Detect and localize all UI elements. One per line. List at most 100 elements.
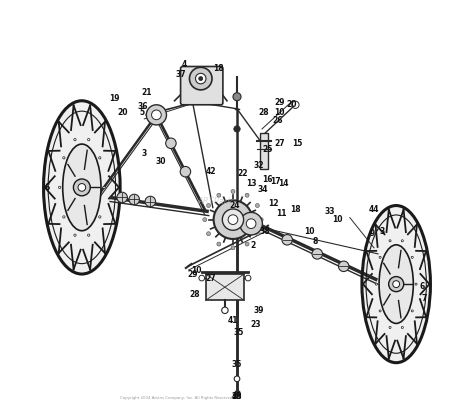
Text: 20: 20 <box>286 100 297 109</box>
Circle shape <box>99 216 101 218</box>
Circle shape <box>88 234 90 236</box>
Text: 21: 21 <box>141 88 152 97</box>
Circle shape <box>117 192 128 203</box>
Circle shape <box>292 101 299 108</box>
Text: 19: 19 <box>109 94 119 103</box>
Circle shape <box>195 73 206 84</box>
Circle shape <box>259 218 263 222</box>
Ellipse shape <box>379 245 413 323</box>
Text: 30: 30 <box>155 157 166 166</box>
Text: 10: 10 <box>191 266 202 274</box>
Text: 44: 44 <box>369 205 379 214</box>
Text: 10: 10 <box>332 215 343 224</box>
Text: 36: 36 <box>137 102 147 111</box>
Circle shape <box>231 189 235 193</box>
Text: 41: 41 <box>228 316 238 325</box>
Circle shape <box>255 204 259 208</box>
Circle shape <box>401 326 403 328</box>
Circle shape <box>233 93 241 101</box>
Text: 10: 10 <box>304 227 315 236</box>
Text: 16: 16 <box>262 175 273 184</box>
Circle shape <box>389 276 404 292</box>
Circle shape <box>63 216 65 218</box>
Text: ARTParts: ARTParts <box>198 197 236 206</box>
Circle shape <box>231 246 235 250</box>
Circle shape <box>411 310 413 312</box>
Text: 37: 37 <box>175 70 186 79</box>
Circle shape <box>255 232 259 236</box>
Text: 42: 42 <box>206 167 216 176</box>
Circle shape <box>379 310 381 312</box>
Circle shape <box>88 139 90 141</box>
Circle shape <box>99 157 101 159</box>
Circle shape <box>338 261 349 272</box>
Text: 13: 13 <box>246 179 256 188</box>
Text: 2: 2 <box>250 241 256 250</box>
Text: 4: 4 <box>182 60 187 69</box>
Circle shape <box>379 256 381 258</box>
Text: 5: 5 <box>140 108 145 117</box>
Circle shape <box>166 138 176 149</box>
Circle shape <box>73 179 90 196</box>
Polygon shape <box>260 133 268 169</box>
Polygon shape <box>44 101 120 274</box>
Circle shape <box>389 240 391 242</box>
Circle shape <box>411 256 413 258</box>
Text: 28: 28 <box>232 393 242 401</box>
Circle shape <box>217 193 221 197</box>
Text: 34: 34 <box>258 185 268 194</box>
Circle shape <box>207 232 210 236</box>
Text: 17: 17 <box>270 177 281 186</box>
Text: 35: 35 <box>234 328 244 337</box>
Polygon shape <box>206 274 244 300</box>
Circle shape <box>217 242 221 246</box>
Text: 32: 32 <box>254 161 264 170</box>
Circle shape <box>146 105 166 125</box>
Text: 11: 11 <box>276 209 287 218</box>
Text: 29: 29 <box>274 98 284 107</box>
Text: 28: 28 <box>190 290 200 299</box>
Circle shape <box>228 215 238 224</box>
Text: 33: 33 <box>324 207 335 216</box>
Text: 9: 9 <box>369 229 374 238</box>
Ellipse shape <box>63 144 101 231</box>
Text: 27: 27 <box>206 274 216 283</box>
Circle shape <box>203 218 207 222</box>
Text: 6: 6 <box>420 282 425 291</box>
Circle shape <box>180 166 191 177</box>
Circle shape <box>58 186 61 189</box>
Text: Copyright 2004 Ariens Company, Inc. All Rights Reserved.: Copyright 2004 Ariens Company, Inc. All … <box>120 396 233 400</box>
Text: 43: 43 <box>232 393 242 401</box>
Text: 3: 3 <box>380 227 385 236</box>
Circle shape <box>222 307 228 314</box>
Circle shape <box>207 204 210 208</box>
Circle shape <box>393 280 400 288</box>
Text: 6: 6 <box>45 183 50 192</box>
Text: 24: 24 <box>230 201 240 210</box>
Circle shape <box>234 126 240 132</box>
Circle shape <box>78 184 86 191</box>
Polygon shape <box>362 206 430 363</box>
Circle shape <box>245 193 249 197</box>
Circle shape <box>234 376 240 382</box>
Circle shape <box>401 240 403 242</box>
Text: 26: 26 <box>272 116 283 125</box>
Text: 18: 18 <box>214 64 224 73</box>
FancyBboxPatch shape <box>181 66 223 105</box>
Circle shape <box>103 186 105 189</box>
Text: 39: 39 <box>254 306 264 315</box>
Circle shape <box>129 194 139 205</box>
Circle shape <box>389 326 391 328</box>
Circle shape <box>415 283 417 285</box>
Text: 23: 23 <box>250 320 260 329</box>
Text: 15: 15 <box>292 139 302 147</box>
Circle shape <box>222 209 244 230</box>
Circle shape <box>152 110 161 120</box>
Circle shape <box>246 219 256 229</box>
Text: 20: 20 <box>117 108 128 117</box>
Text: 8: 8 <box>313 237 318 246</box>
Circle shape <box>282 235 292 245</box>
Circle shape <box>145 196 155 207</box>
Circle shape <box>245 242 249 246</box>
Text: 14: 14 <box>278 179 289 188</box>
